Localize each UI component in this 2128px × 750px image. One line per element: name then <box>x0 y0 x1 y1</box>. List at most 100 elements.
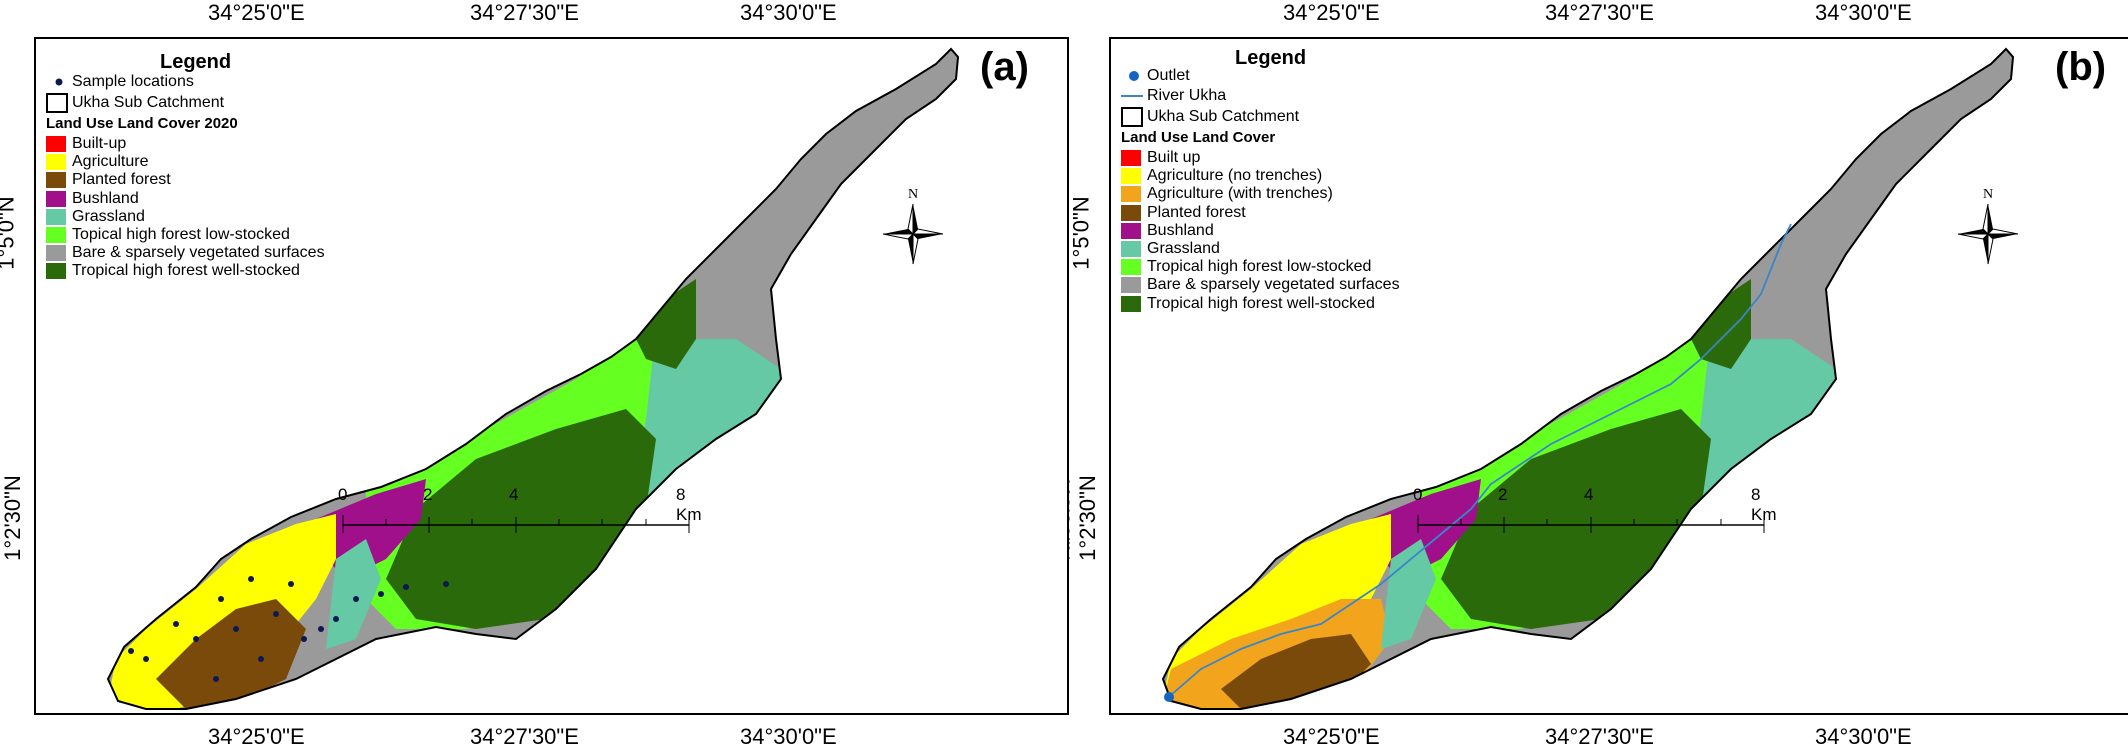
legend-class-label: Bare & sparsely vegetated surfaces <box>72 244 325 262</box>
legend-lulc-heading-b: Land Use Land Cover <box>1121 129 1276 146</box>
scale-tick-4-b: 4 <box>1584 485 1594 504</box>
legend-class-label: Tropical high forest low-stocked <box>1147 258 1372 276</box>
legend-class-row: Agriculture (no trenches) <box>1121 167 1322 185</box>
legend-sample-label: Sample locations <box>72 73 194 90</box>
legend-swatch <box>46 245 66 262</box>
legend-outlet-row: Outlet <box>1121 67 1190 85</box>
north-label-b: N <box>1983 187 1993 202</box>
legend-swatch <box>1121 186 1141 203</box>
legend-class-row: Bare & sparsely vegetated surfaces <box>1121 276 1400 294</box>
legend-swatch <box>1121 259 1141 276</box>
legend-class-label: Bushland <box>1147 221 1214 239</box>
map-panel-b: Legend Outlet River Ukha Ukha Sub Catchm… <box>1109 37 2128 715</box>
legend-class-row: Bushland <box>1121 222 1214 240</box>
lat-label-left-b-1: 1°5'0"N <box>1068 196 1094 270</box>
legend-class-label: Topical high forest low-stocked <box>72 226 290 243</box>
legend-sample-row: Sample locations <box>46 73 194 91</box>
legend-swatch <box>46 136 66 152</box>
legend-catchment-label-b: Ukha Sub Catchment <box>1147 108 1300 125</box>
legend-class-label: Planted forest <box>1147 203 1246 221</box>
catchment-outline-icon <box>1121 107 1143 127</box>
legend-swatch <box>1121 295 1141 312</box>
lon-label-bottom-a-1: 34°25'0"E <box>208 724 305 749</box>
outlet-icon <box>1121 70 1147 82</box>
catchment-map-a <box>107 48 959 710</box>
legend-title-a: Legend <box>160 51 232 73</box>
catchment-map-b <box>1162 48 2014 710</box>
legend-swatch <box>46 190 66 207</box>
scale-bar-a: 0 2 4 8 Km <box>336 485 706 535</box>
legend-catchment-row-b: Ukha Sub Catchment <box>1121 107 1299 127</box>
legend-class-label: Built up <box>1147 149 1201 166</box>
legend-class-row: Grassland <box>1121 240 1220 258</box>
legend-catchment-label-a: Ukha Sub Catchment <box>72 94 225 111</box>
legend-river-row: River Ukha <box>1121 87 1226 105</box>
legend-class-label: Bushland <box>72 189 139 207</box>
river-ukha-line <box>1170 223 1792 696</box>
legend-class-label: Grassland <box>72 207 145 225</box>
lon-label-bottom-b-2: 34°27'30"E <box>1545 724 1654 749</box>
lon-label-bottom-a-3: 34°30'0"E <box>740 724 837 749</box>
north-label-a: N <box>908 187 918 202</box>
lat-label-left-a-2: 1°2'30"N <box>0 475 25 561</box>
lon-label-bottom-b-3: 34°30'0"E <box>1815 724 1912 749</box>
legend-class-label: Tropical high forest well-stocked <box>1147 294 1375 312</box>
legend-class-row: Built-up <box>46 135 126 153</box>
legend-class-row: Bushland <box>46 190 139 208</box>
map-panel-a: Legend Sample locations Ukha Sub Catchme… <box>34 37 1069 715</box>
lat-label-left-b-2: 1°2'30"N <box>1074 475 1100 561</box>
lon-label-top-b-1: 34°25'0"E <box>1283 0 1380 25</box>
scale-tick-0-b: 0 <box>1413 485 1423 504</box>
legend-class-label: Grassland <box>1147 240 1220 257</box>
legend-class-row: Bare & sparsely vegetated surfaces <box>46 244 325 262</box>
legend-class-label: Built-up <box>72 135 127 152</box>
lon-label-top-b-2: 34°27'30"E <box>1545 0 1654 25</box>
legend-class-row: Topical high forest low-stocked <box>46 226 290 244</box>
legend-swatch <box>46 172 66 189</box>
legend-title-b: Legend <box>1235 47 1307 69</box>
outlet-point <box>1164 692 1174 702</box>
legend-class-row: Agriculture (with trenches) <box>1121 185 1333 203</box>
north-arrow-icon: N <box>1957 187 2019 265</box>
lat-label-left-a-1: 1°5'0"N <box>0 196 19 270</box>
legend-class-row: Built up <box>1121 149 1200 167</box>
scale-bar-b: 0 2 4 8 Km <box>1411 485 1781 535</box>
lon-label-top-b-3: 34°30'0"E <box>1815 0 1912 25</box>
legend-swatch <box>1121 204 1141 221</box>
legend-swatch <box>46 263 66 280</box>
sample-points-a <box>128 576 449 682</box>
scale-tick-2-b: 2 <box>1498 485 1508 504</box>
lon-label-top-a-1: 34°25'0"E <box>208 0 305 25</box>
panel-label-b: (b) <box>2055 45 2107 89</box>
legend-swatch <box>1121 241 1141 257</box>
lon-label-bottom-a-2: 34°27'30"E <box>470 724 579 749</box>
scale-tick-0-a: 0 <box>338 485 348 504</box>
legend-lulc-heading-a: Land Use Land Cover 2020 <box>46 115 238 132</box>
legend-class-row: Agriculture <box>46 153 148 171</box>
sample-point-icon <box>46 78 72 86</box>
legend-swatch <box>46 154 66 171</box>
panel-label-a: (a) <box>980 45 1029 89</box>
legend-class-label: Agriculture (no trenches) <box>1147 167 1323 185</box>
legend-class-label: Tropical high forest well-stocked <box>72 262 300 280</box>
legend-outlet-label: Outlet <box>1147 67 1190 84</box>
lon-label-top-a-2: 34°27'30"E <box>470 0 579 25</box>
legend-swatch <box>46 227 66 243</box>
legend-catchment-row-a: Ukha Sub Catchment <box>46 93 224 113</box>
scale-tick-8-b: 8 Km <box>1751 485 1777 524</box>
legend-swatch <box>46 208 66 225</box>
scale-tick-4-a: 4 <box>509 485 519 504</box>
legend-river-label: River Ukha <box>1147 87 1227 104</box>
legend-class-label: Bare & sparsely vegetated surfaces <box>1147 276 1400 294</box>
legend-swatch <box>1121 168 1141 185</box>
lon-label-top-a-3: 34°30'0"E <box>740 0 837 25</box>
scale-tick-8-a: 8 Km <box>676 485 702 524</box>
legend-class-row: Planted forest <box>46 171 171 189</box>
lon-label-bottom-b-1: 34°25'0"E <box>1283 724 1380 749</box>
legend-swatch <box>1121 222 1141 239</box>
legend-class-row: Tropical high forest low-stocked <box>1121 258 1371 276</box>
north-arrow-icon: N <box>882 187 944 265</box>
legend-class-label: Planted forest <box>72 171 171 189</box>
legend-class-row: Tropical high forest well-stocked <box>1121 295 1375 313</box>
legend-class-label: Agriculture (with trenches) <box>1147 185 1333 203</box>
